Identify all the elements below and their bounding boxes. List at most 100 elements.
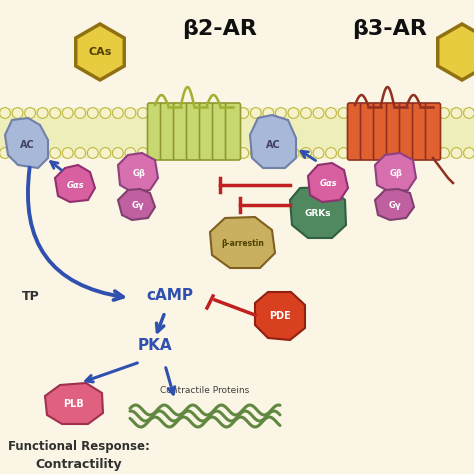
Circle shape [0,108,10,118]
Circle shape [37,108,48,118]
Circle shape [288,108,299,118]
Circle shape [413,108,424,118]
Polygon shape [250,115,296,168]
Text: Contractile Proteins: Contractile Proteins [160,386,250,395]
Circle shape [25,147,36,158]
Circle shape [326,147,337,158]
Circle shape [37,147,48,158]
FancyBboxPatch shape [0,108,474,158]
Circle shape [388,108,399,118]
Circle shape [464,147,474,158]
Circle shape [376,108,387,118]
Polygon shape [375,153,416,192]
Circle shape [250,147,261,158]
FancyBboxPatch shape [161,103,175,160]
Circle shape [125,108,136,118]
Circle shape [137,147,148,158]
Polygon shape [375,189,414,220]
Circle shape [100,147,111,158]
Circle shape [175,147,186,158]
Circle shape [100,108,111,118]
Text: Gβ: Gβ [133,168,146,177]
Polygon shape [438,24,474,80]
Polygon shape [210,217,275,268]
Circle shape [163,108,173,118]
Circle shape [112,108,123,118]
Polygon shape [255,292,305,340]
Circle shape [438,147,449,158]
Polygon shape [118,189,155,220]
Text: β3-AR: β3-AR [353,19,428,39]
Text: PDE: PDE [269,311,291,321]
Circle shape [112,147,123,158]
Circle shape [62,108,73,118]
Circle shape [188,108,199,118]
Circle shape [263,108,274,118]
Circle shape [213,108,224,118]
Circle shape [464,108,474,118]
FancyBboxPatch shape [186,103,201,160]
Circle shape [376,147,387,158]
Circle shape [25,108,36,118]
Text: Contractility: Contractility [35,458,122,471]
Circle shape [275,108,286,118]
Circle shape [351,147,362,158]
Text: β-arrestin: β-arrestin [221,238,264,247]
Text: Functional Response:: Functional Response: [8,440,150,453]
Polygon shape [308,163,348,202]
Circle shape [75,108,86,118]
FancyBboxPatch shape [361,103,375,160]
Circle shape [62,147,73,158]
FancyBboxPatch shape [212,103,228,160]
Text: Gγ: Gγ [132,201,144,210]
FancyBboxPatch shape [226,103,240,160]
Circle shape [150,108,161,118]
Circle shape [426,108,437,118]
Circle shape [0,147,10,158]
FancyBboxPatch shape [400,103,414,160]
Text: TP: TP [22,290,40,303]
Text: AC: AC [265,140,281,150]
FancyBboxPatch shape [173,103,189,160]
Circle shape [125,147,136,158]
Circle shape [175,108,186,118]
Circle shape [413,147,424,158]
Circle shape [12,108,23,118]
Polygon shape [290,187,346,238]
Circle shape [301,108,311,118]
FancyBboxPatch shape [412,103,428,160]
Circle shape [263,147,274,158]
FancyBboxPatch shape [347,103,363,160]
Circle shape [87,108,98,118]
Circle shape [451,147,462,158]
Circle shape [363,108,374,118]
Circle shape [75,147,86,158]
Circle shape [87,147,98,158]
Text: GRKs: GRKs [305,209,331,218]
Circle shape [238,108,249,118]
Text: Gαs: Gαs [320,179,338,188]
Polygon shape [76,24,124,80]
Text: Gγ: Gγ [389,201,401,210]
Text: Gαs: Gαs [67,181,85,190]
Text: PLB: PLB [64,399,84,409]
Circle shape [50,108,61,118]
Circle shape [275,147,286,158]
Text: β2-AR: β2-AR [182,19,257,39]
Circle shape [137,108,148,118]
Text: Gβ: Gβ [390,168,402,177]
Circle shape [188,147,199,158]
Circle shape [313,147,324,158]
Circle shape [363,147,374,158]
Circle shape [301,147,311,158]
Circle shape [200,147,211,158]
Circle shape [225,147,236,158]
Circle shape [150,147,161,158]
Circle shape [438,108,449,118]
Circle shape [451,108,462,118]
Circle shape [338,108,349,118]
Polygon shape [5,118,48,168]
Circle shape [250,108,261,118]
Circle shape [238,147,249,158]
Circle shape [12,147,23,158]
